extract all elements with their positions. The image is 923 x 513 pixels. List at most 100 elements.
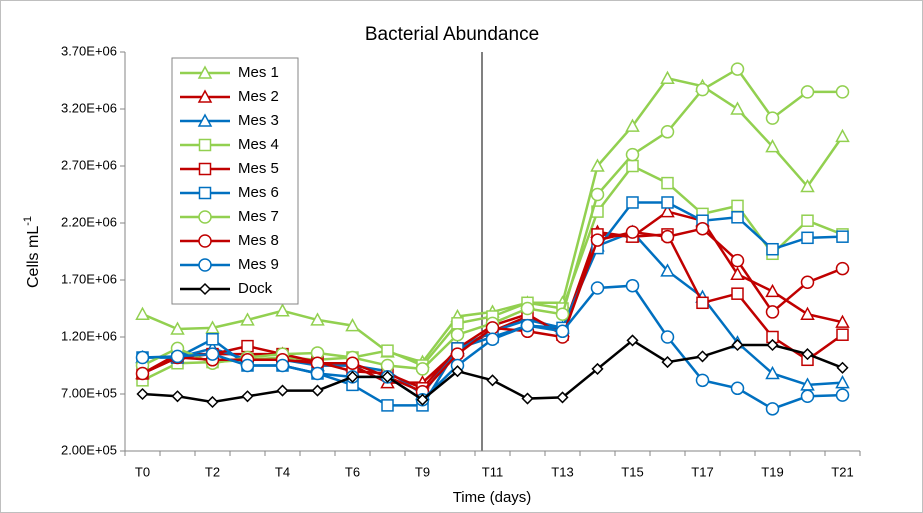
- data-point: [240, 358, 255, 373]
- y-tick-label: 1.70E+06: [61, 271, 117, 286]
- data-point: [485, 332, 500, 347]
- data-point: [731, 287, 744, 300]
- data-point: [835, 375, 850, 389]
- data-point: [276, 384, 289, 397]
- data-point: [765, 139, 780, 153]
- data-point: [660, 263, 675, 277]
- legend-label: Mes 3: [238, 112, 279, 129]
- data-point: [485, 321, 500, 335]
- data-point: [345, 318, 360, 332]
- data-point: [135, 350, 150, 365]
- data-point: [660, 330, 675, 344]
- data-point: [695, 82, 710, 97]
- data-point: [696, 350, 709, 363]
- legend-marker: [198, 186, 212, 200]
- data-point: [765, 111, 780, 125]
- data-point: [240, 312, 255, 326]
- data-point: [170, 349, 185, 364]
- legend-marker: [198, 234, 212, 248]
- data-point: [590, 158, 605, 172]
- data-point: [800, 178, 815, 193]
- data-point: [800, 85, 815, 99]
- data-point: [765, 402, 780, 416]
- data-point: [625, 278, 640, 293]
- data-point: [311, 384, 324, 397]
- data-point: [765, 283, 780, 298]
- data-point: [660, 70, 675, 84]
- legend-label: Dock: [238, 280, 273, 297]
- y-axis-label: Cells mL-1: [22, 216, 42, 288]
- data-point: [731, 211, 744, 224]
- data-point: [661, 176, 674, 190]
- y-tick-label: 3.70E+06: [61, 43, 117, 58]
- data-point: [415, 362, 430, 376]
- data-point: [555, 307, 570, 321]
- data-point: [486, 374, 499, 387]
- data-point: [626, 196, 639, 209]
- data-point: [765, 365, 780, 380]
- data-point: [660, 204, 675, 218]
- data-point: [765, 305, 780, 319]
- data-point: [730, 381, 745, 396]
- data-point: [766, 338, 779, 352]
- legend-marker: [198, 162, 212, 176]
- data-point: [381, 399, 394, 412]
- y-tick-label: 7.00E+05: [61, 385, 117, 400]
- data-point: [381, 344, 394, 357]
- data-point: [135, 366, 150, 381]
- data-point: [801, 231, 814, 245]
- data-point: [801, 348, 814, 361]
- data-point: [661, 356, 674, 369]
- data-point: [835, 128, 850, 143]
- data-point: [660, 125, 675, 139]
- data-point: [170, 321, 185, 335]
- legend-marker: [197, 65, 213, 79]
- data-point: [205, 347, 220, 361]
- x-tick-label: T4: [275, 464, 290, 479]
- legend-marker: [198, 210, 212, 224]
- legend-label: Mes 6: [238, 184, 279, 201]
- data-point: [835, 314, 850, 328]
- y-label-text: Cells mL: [25, 226, 42, 288]
- x-tick-label: T6: [345, 464, 360, 479]
- data-point: [836, 361, 849, 374]
- data-point: [520, 318, 535, 333]
- y-tick-label: 2.00E+05: [61, 442, 117, 457]
- legend-marker: [197, 89, 213, 103]
- data-point: [731, 338, 744, 352]
- legend-label: Mes 5: [238, 160, 279, 177]
- data-point: [590, 187, 605, 202]
- data-point: [171, 390, 184, 403]
- y-tick-label: 2.20E+06: [61, 214, 117, 229]
- data-point: [696, 296, 709, 310]
- x-tick-label: T17: [691, 464, 713, 479]
- data-point: [591, 362, 604, 375]
- legend-label: Mes 7: [238, 208, 279, 225]
- data-point: [135, 306, 150, 320]
- data-point: [136, 387, 149, 401]
- data-point: [695, 373, 710, 388]
- data-point: [835, 85, 850, 99]
- x-tick-label: T13: [551, 464, 573, 479]
- legend-label: Mes 4: [238, 136, 279, 153]
- data-point: [451, 365, 464, 378]
- legend-marker: [198, 138, 212, 152]
- data-point: [590, 281, 605, 295]
- data-point: [800, 275, 815, 290]
- legend-marker: [197, 113, 213, 127]
- data-point: [206, 333, 219, 346]
- x-tick-label: T19: [761, 464, 783, 479]
- data-point: [555, 324, 570, 339]
- data-point: [450, 347, 465, 361]
- data-point: [241, 390, 254, 403]
- x-tick-label: T9: [415, 464, 430, 479]
- x-tick-label: T11: [482, 464, 503, 479]
- legend-marker: [198, 258, 212, 272]
- data-point: [625, 225, 640, 239]
- y-tick-label: 1.20E+06: [61, 328, 117, 343]
- data-point: [835, 261, 850, 276]
- legend-label: Mes 9: [238, 256, 279, 273]
- data-point: [730, 253, 745, 268]
- data-point: [520, 301, 535, 316]
